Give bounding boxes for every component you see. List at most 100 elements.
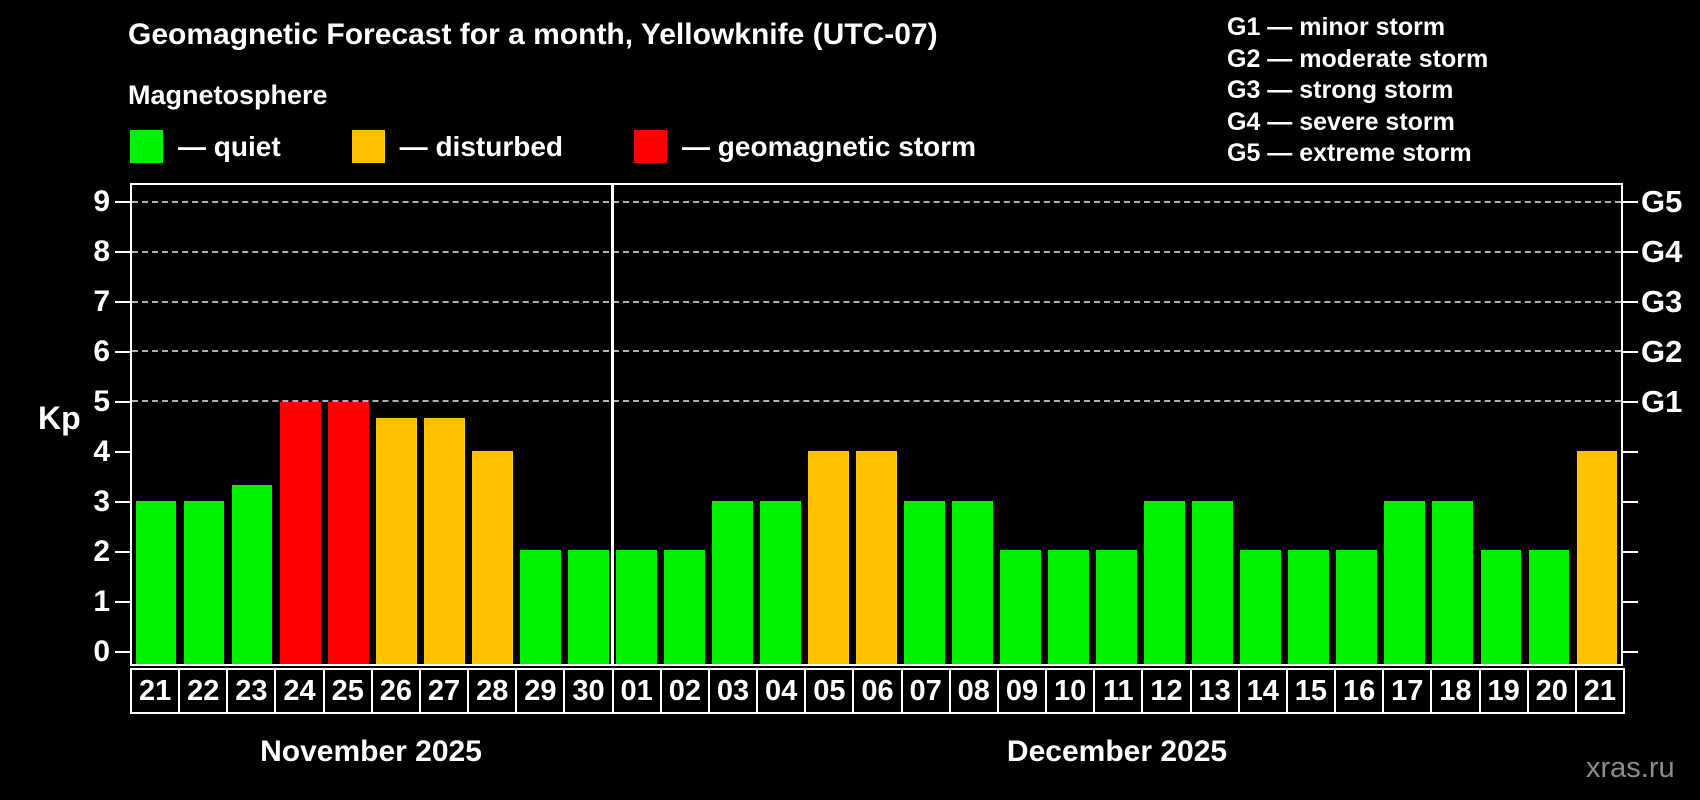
day-label-03: 03	[707, 668, 759, 714]
day-label-23: 23	[226, 668, 277, 714]
day-label-24: 24	[274, 668, 325, 714]
day-label-13: 13	[1189, 668, 1240, 714]
day-label-17: 17	[1382, 668, 1433, 714]
day-label-09: 09	[996, 668, 1048, 714]
day-label-18: 18	[1430, 668, 1481, 714]
month-label-november: November 2025	[260, 735, 482, 768]
day-label-10: 10	[1045, 668, 1096, 714]
kp-bar-27	[423, 418, 465, 664]
day-label-01: 01	[611, 668, 662, 714]
day-label-11: 11	[1093, 668, 1144, 714]
kp-bar-30	[567, 550, 609, 664]
left-axis-tick-4	[115, 450, 130, 453]
day-label-21: 21	[130, 668, 181, 714]
y-tick-label-3: 3	[93, 484, 110, 518]
day-label-19: 19	[1478, 668, 1529, 714]
legend-label-quiet: — quiet	[178, 130, 281, 162]
kp-bar-28	[471, 451, 513, 664]
kp-bar-08	[952, 500, 993, 664]
left-axis-tick-8	[115, 250, 130, 253]
day-label-25: 25	[322, 668, 373, 714]
left-axis-tick-6	[115, 350, 130, 353]
g-legend-line-g2: G2 — moderate storm	[1227, 44, 1489, 73]
day-label-28: 28	[467, 668, 518, 714]
right-axis-tick-4	[1623, 450, 1638, 453]
right-axis-tick-9	[1623, 200, 1638, 203]
left-axis-tick-1	[115, 600, 130, 603]
kp-bar-21	[1576, 451, 1618, 664]
kp-bar-25	[327, 401, 369, 664]
kp-bar-24	[279, 401, 321, 664]
y-tick-label-1: 1	[93, 584, 110, 618]
y-tick-label-6: 6	[93, 334, 110, 368]
right-axis-tick-8	[1623, 250, 1638, 253]
left-axis-tick-9	[115, 200, 130, 203]
legend-item-geomagnetic-storm: — geomagnetic storm	[634, 130, 976, 163]
kp-bar-12	[1144, 500, 1186, 664]
gridline-kp-9	[132, 201, 1621, 204]
day-label-22: 22	[178, 668, 229, 714]
kp-bar-29	[519, 550, 561, 664]
kp-bar-10	[1048, 550, 1090, 664]
kp-bar-09	[1000, 550, 1041, 664]
kp-bar-18	[1432, 500, 1474, 664]
day-label-15: 15	[1285, 668, 1337, 714]
g-axis-label-g4: G4	[1641, 233, 1683, 269]
kp-bar-13	[1192, 500, 1234, 664]
plot-area	[130, 183, 1623, 666]
day-label-14: 14	[1237, 668, 1288, 714]
right-axis-tick-6	[1623, 350, 1638, 353]
gridline-kp-8	[132, 250, 1621, 253]
kp-bar-05	[808, 451, 849, 664]
chart-subtitle: Magnetosphere	[128, 80, 328, 110]
kp-bar-11	[1096, 550, 1138, 664]
y-tick-label-7: 7	[93, 284, 110, 318]
chart-title: Geomagnetic Forecast for a month, Yellow…	[128, 18, 938, 51]
day-label-16: 16	[1334, 668, 1385, 714]
month-divider-line	[611, 185, 615, 664]
kp-bar-02	[663, 550, 705, 664]
day-label-02: 02	[659, 668, 710, 714]
right-axis-tick-7	[1623, 300, 1638, 303]
kp-bar-03	[711, 500, 753, 664]
g-axis-label-g3: G3	[1641, 283, 1683, 319]
day-label-29: 29	[515, 668, 566, 714]
right-axis-tick-2	[1623, 550, 1638, 553]
right-axis-tick-1	[1623, 600, 1638, 603]
day-label-07: 07	[900, 668, 951, 714]
disturbed-color-swatch	[351, 130, 385, 163]
day-label-12: 12	[1141, 668, 1192, 714]
g-scale-legend: G1 — minor storm G2 — moderate storm G3 …	[1227, 12, 1488, 170]
geomagnetic-storm-color-swatch	[634, 130, 668, 163]
g-legend-line-g4: G4 — severe storm	[1227, 107, 1455, 136]
kp-status-legend: — quiet — disturbed — geomagnetic storm	[130, 130, 976, 163]
left-axis-tick-5	[115, 400, 130, 403]
y-axis-title: Kp	[38, 400, 81, 436]
gridline-kp-6	[132, 350, 1621, 353]
day-label-20: 20	[1526, 668, 1577, 714]
right-axis-tick-3	[1623, 500, 1638, 503]
y-tick-label-9: 9	[93, 184, 110, 218]
kp-bar-15	[1288, 550, 1330, 664]
month-label-december: December 2025	[1006, 735, 1228, 768]
kp-bar-04	[760, 500, 801, 664]
g-legend-line-g3: G3 — strong storm	[1227, 76, 1454, 104]
left-axis-tick-7	[115, 300, 130, 303]
y-tick-label-2: 2	[93, 534, 110, 568]
g-legend-line-g1: G1 — minor storm	[1227, 13, 1446, 41]
kp-bar-14	[1240, 550, 1282, 664]
kp-bar-21	[135, 500, 177, 664]
g-axis-label-g5: G5	[1641, 183, 1683, 219]
day-label-06: 06	[852, 668, 903, 714]
right-axis-tick-5	[1623, 400, 1638, 403]
g-axis-label-g1: G1	[1641, 383, 1683, 419]
kp-bar-07	[904, 500, 945, 664]
kp-bar-01	[615, 550, 657, 664]
gridline-kp-7	[132, 300, 1621, 303]
g-axis-label-g2: G2	[1641, 333, 1683, 369]
watermark: xras.ru	[1586, 752, 1675, 784]
day-label-08: 08	[948, 668, 999, 714]
kp-bar-16	[1336, 550, 1378, 664]
day-label-05: 05	[804, 668, 855, 714]
legend-item-quiet: — quiet	[130, 130, 281, 163]
